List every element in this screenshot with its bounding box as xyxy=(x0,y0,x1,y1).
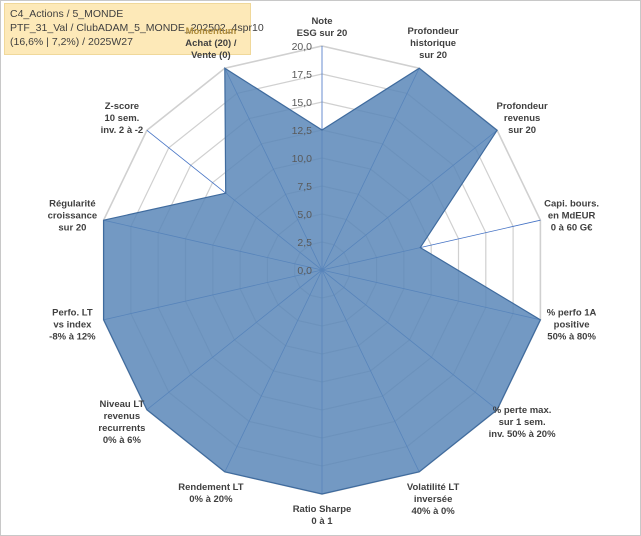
axis-label-line: sur 20 xyxy=(419,50,447,61)
tick-label: 5,0 xyxy=(297,209,312,221)
title-line-2: PTF_31_Val / ClubADAM_5_MONDE_202502_4sp… xyxy=(10,22,264,34)
axis-label: Ratio Sharpe 0 à 1 xyxy=(293,504,352,527)
axis-label-line: sur 20 xyxy=(58,223,86,234)
axis-label-line: Note xyxy=(311,16,332,27)
axis-label: Régularité croissance sur 20 xyxy=(48,199,98,234)
tick-label: 10,0 xyxy=(292,153,313,165)
axis-label-line: Perfo. LT xyxy=(52,307,93,318)
tick-label: 17,5 xyxy=(292,69,313,81)
tick-label: 12,5 xyxy=(292,125,313,137)
axis-label-line: Profondeur xyxy=(407,26,458,37)
axis-label-line: Profondeur xyxy=(496,101,547,112)
chart-title-box: C4_Actions / 5_MONDE PTF_31_Val / ClubAD… xyxy=(4,3,264,55)
axis-label-line: Rendement LT xyxy=(178,482,243,493)
axis-label-line: Achat (20) / xyxy=(185,38,237,49)
label-layer: Note ESG sur 20 Profondeur historique sur 20… xyxy=(48,16,599,527)
axis-label-line: vs index xyxy=(53,319,92,330)
axis-label-line: 0 à 1 xyxy=(311,516,333,527)
axis-label: Niveau LT revenus recurrents 0% à 6% xyxy=(98,399,145,446)
axis-label-line: 0 à 60 G€ xyxy=(551,223,593,234)
series-layer xyxy=(102,67,542,495)
axis-label-line: 50% à 80% xyxy=(547,331,596,342)
axis-label-line: % perte max. xyxy=(493,405,552,416)
axis-label-line: Niveau LT xyxy=(100,399,145,410)
axis-label: Momentum Achat (20) / Vente (0) xyxy=(185,26,237,61)
axis-label-line: recurrents xyxy=(98,423,145,434)
axis-label-line: 10 sem. xyxy=(104,113,139,124)
tick-layer: 0,0 2,5 5,0 7,5 10,0 12,5 15,0 17,5 20,0 xyxy=(292,41,313,277)
axis-label-line: Vente (0) xyxy=(191,50,231,61)
axis-label-line: revenus xyxy=(504,113,540,124)
axis-label-line: -8% à 12% xyxy=(49,331,96,342)
axis-label: Note ESG sur 20 xyxy=(297,16,348,39)
axis-label-line: Volatilité LT xyxy=(407,482,460,493)
axis-label-line: Capi. bours. xyxy=(544,199,599,210)
tick-label: 7,5 xyxy=(297,181,312,193)
axis-label-line: en MdEUR xyxy=(548,211,596,222)
axis-label-line: croissance xyxy=(48,211,98,222)
axis-label: Capi. bours. en MdEUR 0 à 60 G€ xyxy=(544,199,599,234)
axis-label: % perfo 1A positive 50% à 80% xyxy=(547,307,597,342)
axis-label: Profondeur revenus sur 20 xyxy=(496,101,547,136)
axis-label-line: sur 1 sem. xyxy=(499,417,546,428)
axis-label: Perfo. LT vs index -8% à 12% xyxy=(49,307,96,342)
axis-label-line: 40% à 0% xyxy=(411,506,455,517)
axis-label-line: Momentum xyxy=(186,26,237,37)
axis-label: Rendement LT 0% à 20% xyxy=(178,482,243,505)
axis-label: Volatilité LT inversée 40% à 0% xyxy=(407,482,460,517)
axis-label-line: inv. 50% à 20% xyxy=(489,429,556,440)
axis-label-line: % perfo 1A xyxy=(547,307,597,318)
tick-label: 2,5 xyxy=(297,237,312,249)
axis-label-line: Ratio Sharpe xyxy=(293,504,352,515)
tick-label: 15,0 xyxy=(292,97,313,109)
series-area xyxy=(102,67,542,495)
axis-label-line: positive xyxy=(554,319,590,330)
tick-label: 0,0 xyxy=(297,265,312,277)
axis-label-line: Régularité xyxy=(49,199,95,210)
axis-label-line: Z-score xyxy=(105,101,139,112)
title-line-3: (16,6% | 7,2%) / 2025W27 xyxy=(10,36,133,48)
title-line-1: C4_Actions / 5_MONDE xyxy=(10,8,124,20)
axis-label-line: sur 20 xyxy=(508,125,536,136)
axis-label-line: inversée xyxy=(414,494,453,505)
axis-label-line: inv. 2 à -2 xyxy=(101,125,144,136)
axis-label-line: 0% à 20% xyxy=(189,494,233,505)
axis-label-line: revenus xyxy=(104,411,140,422)
axis-label-line: historique xyxy=(410,38,456,49)
axis-label: % perte max. sur 1 sem. inv. 50% à 20% xyxy=(489,405,556,440)
tick-label: 20,0 xyxy=(292,41,313,53)
axis-label-line: 0% à 6% xyxy=(103,435,142,446)
axis-label: Profondeur historique sur 20 xyxy=(407,26,458,61)
axis-label: Z-score 10 sem. inv. 2 à -2 xyxy=(101,101,144,136)
axis-label-line: ESG sur 20 xyxy=(297,28,348,39)
